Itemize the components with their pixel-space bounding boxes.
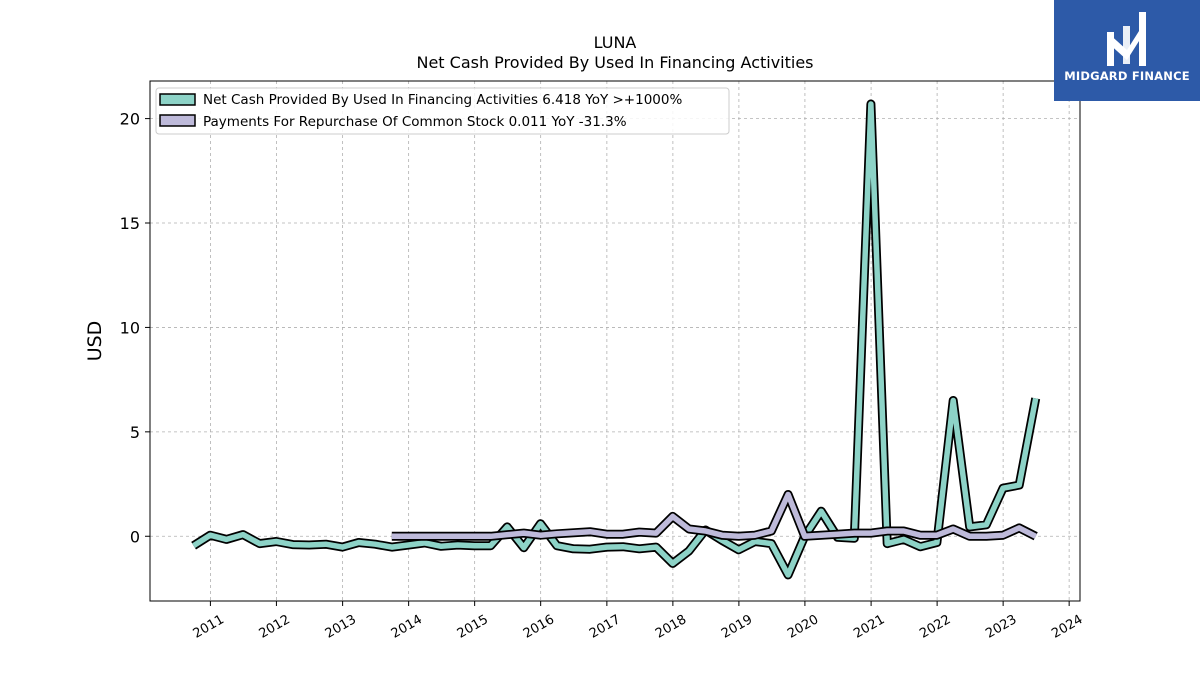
y-axis-label: USD <box>84 321 106 362</box>
x-tick-label: 2022 <box>917 612 953 642</box>
x-tick-label: 2012 <box>257 612 293 642</box>
x-tick-label: 2023 <box>983 612 1019 642</box>
x-tick-label: 2018 <box>653 612 689 642</box>
x-axis: 2011 2012 2013 2014 2015 2016 2017 2018 2019 2020… <box>191 601 1085 642</box>
series-line <box>391 491 1037 540</box>
x-tick-label: 2016 <box>521 612 557 642</box>
chart-subtitle: Net Cash Provided By Used In Financing A… <box>416 53 813 72</box>
legend-entry: Net Cash Provided By Used In Financing A… <box>203 92 682 108</box>
y-tick-label: 5 <box>130 423 140 442</box>
x-tick-label: 2020 <box>785 612 821 642</box>
x-tick-label: 2024 <box>1049 612 1085 642</box>
legend-swatch <box>159 93 196 106</box>
plot-frame <box>149 80 1081 602</box>
x-tick-label: 2014 <box>389 612 425 642</box>
series-line <box>192 101 1039 578</box>
y-tick-label: 15 <box>120 214 140 233</box>
legend-swatch <box>159 114 196 127</box>
chart-title: LUNA <box>594 33 637 52</box>
y-axis: 0 5 10 15 20 <box>120 110 150 546</box>
x-tick-label: 2013 <box>323 612 359 642</box>
x-tick-label: 2011 <box>191 612 227 642</box>
series-line-outline <box>191 99 1041 580</box>
legend-frame <box>155 87 730 135</box>
x-tick-label: 2021 <box>851 612 887 642</box>
x-tick-label: 2015 <box>455 612 491 642</box>
midgard-finance-logo: MIDGARD FINANCE <box>1054 0 1200 101</box>
y-tick-label: 10 <box>120 318 140 337</box>
y-tick-label: 20 <box>120 110 140 129</box>
legend-entry: Payments For Repurchase Of Common Stock … <box>203 114 627 130</box>
logo-text: MIDGARD FINANCE <box>1064 69 1190 83</box>
x-tick-label: 2019 <box>719 612 755 642</box>
logo-icon <box>1107 12 1146 66</box>
x-tick-label: 2017 <box>587 612 623 642</box>
series-layer <box>191 99 1041 580</box>
legend: Net Cash Provided By Used In Financing A… <box>155 87 730 135</box>
y-tick-label: 0 <box>130 527 140 546</box>
